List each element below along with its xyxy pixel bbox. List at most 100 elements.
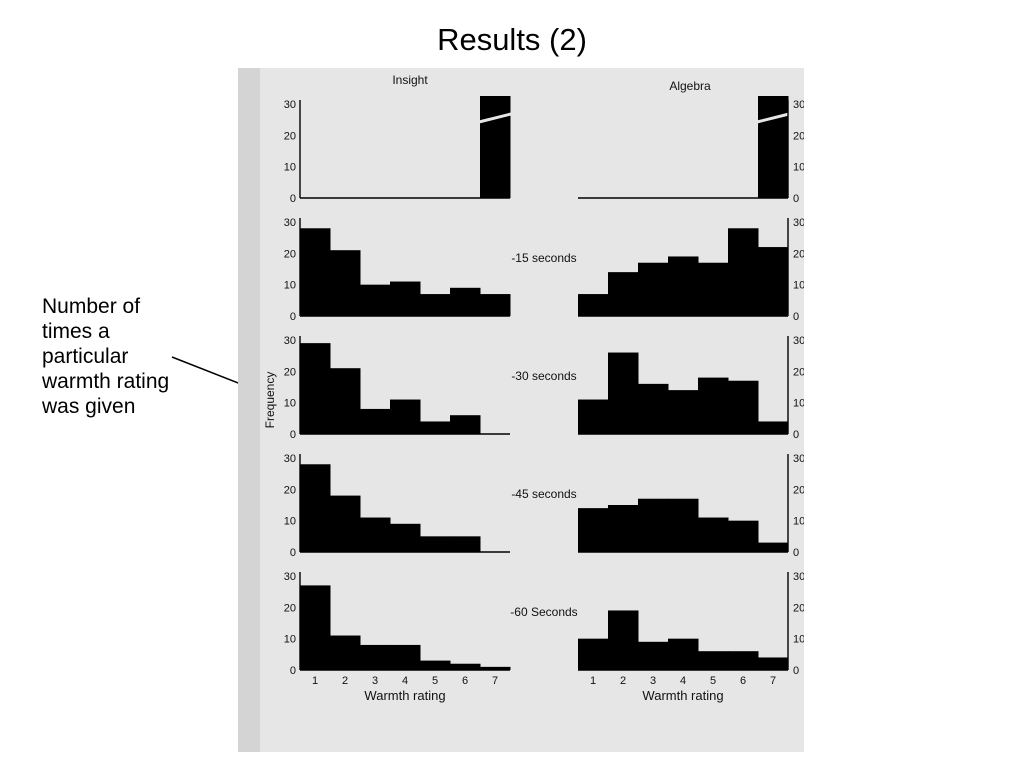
- bar: [450, 536, 481, 552]
- y-tick-label: 0: [793, 665, 799, 677]
- bar: [728, 228, 759, 316]
- y-tick-label: 30: [793, 571, 804, 583]
- y-tick-label: 0: [290, 193, 296, 205]
- bar: [578, 294, 609, 316]
- x-tick-label: 5: [432, 675, 438, 687]
- annotation-line: particular: [42, 345, 129, 368]
- bar: [758, 247, 789, 316]
- bar: [608, 505, 639, 552]
- y-tick-label: 30: [793, 99, 804, 111]
- y-tick-label: 30: [284, 335, 296, 347]
- x-tick-label: 6: [740, 675, 746, 687]
- bar: [698, 262, 729, 316]
- bar: [420, 421, 451, 434]
- annotation-line: warmth rating: [42, 370, 170, 393]
- y-tick-label: 10: [284, 162, 296, 174]
- bar: [480, 96, 511, 198]
- x-tick-label: 2: [342, 675, 348, 687]
- y-tick-label: 0: [793, 429, 799, 441]
- x-axis-label: Warmth rating: [364, 688, 445, 703]
- y-tick-label: 20: [284, 366, 296, 378]
- annotation-line: was given: [42, 395, 136, 418]
- slide-title: Results (2): [437, 22, 587, 57]
- y-tick-label: 20: [284, 248, 296, 260]
- y-tick-label: 0: [290, 547, 296, 559]
- bar: [420, 294, 451, 316]
- y-tick-label: 0: [793, 193, 799, 205]
- x-tick-label: 7: [770, 675, 776, 687]
- bar: [330, 250, 361, 316]
- bar: [698, 377, 729, 434]
- bar: [480, 294, 511, 316]
- y-tick-label: 30: [284, 453, 296, 465]
- bar: [300, 585, 331, 670]
- bar: [330, 635, 361, 670]
- y-tick-label: 20: [284, 602, 296, 614]
- bar: [420, 660, 451, 670]
- y-tick-label: 30: [284, 99, 296, 111]
- x-tick-label: 3: [650, 675, 656, 687]
- y-tick-label: 20: [284, 484, 296, 496]
- bar: [608, 272, 639, 316]
- panel-title: Algebra: [669, 79, 711, 93]
- row-label: -60 Seconds: [510, 605, 577, 619]
- bar: [360, 284, 391, 316]
- bar: [638, 262, 669, 316]
- bar: [390, 523, 421, 552]
- bar: [420, 536, 451, 552]
- y-tick-label: 10: [793, 516, 804, 528]
- bar: [758, 657, 789, 670]
- scan-gutter: [238, 68, 260, 752]
- y-tick-label: 20: [284, 130, 296, 142]
- x-tick-label: 6: [462, 675, 468, 687]
- bar: [758, 542, 789, 552]
- x-tick-label: 7: [492, 675, 498, 687]
- panel-title: Insight: [392, 73, 428, 87]
- bar: [638, 498, 669, 552]
- bar: [578, 638, 609, 670]
- bar: [330, 495, 361, 552]
- bar: [668, 256, 699, 316]
- bar: [728, 651, 759, 670]
- y-tick-label: 0: [290, 429, 296, 441]
- bar: [450, 287, 481, 316]
- bar: [668, 390, 699, 434]
- x-tick-label: 3: [372, 675, 378, 687]
- x-tick-label: 1: [312, 675, 318, 687]
- y-tick-label: 10: [793, 280, 804, 292]
- bar: [450, 663, 481, 670]
- y-tick-label: 20: [793, 484, 804, 496]
- y-tick-label: 0: [290, 665, 296, 677]
- bar: [360, 644, 391, 670]
- annotation-note: Number of times a particular warmth rati…: [42, 294, 222, 419]
- bar: [360, 408, 391, 434]
- y-tick-label: 10: [284, 280, 296, 292]
- x-tick-label: 4: [680, 675, 686, 687]
- bar: [578, 508, 609, 552]
- bar: [300, 228, 331, 316]
- bar: [390, 399, 421, 434]
- y-tick-label: 10: [284, 634, 296, 646]
- bar: [668, 498, 699, 552]
- y-tick-label: 20: [793, 248, 804, 260]
- y-tick-label: 30: [284, 217, 296, 229]
- row-label: -15 seconds: [511, 251, 576, 265]
- scanned-figure: Insight Algebra01020300102030010203001020…: [238, 68, 804, 752]
- y-axis-label: Frequency: [263, 372, 277, 429]
- y-tick-label: 0: [793, 311, 799, 323]
- y-tick-label: 20: [793, 366, 804, 378]
- bar: [480, 666, 511, 670]
- x-tick-label: 1: [590, 675, 596, 687]
- bar: [578, 399, 609, 434]
- row-label: -45 seconds: [511, 487, 576, 501]
- annotation-line: times a: [42, 320, 110, 343]
- bar: [330, 368, 361, 434]
- bar: [608, 610, 639, 670]
- y-tick-label: 30: [793, 217, 804, 229]
- y-tick-label: 10: [793, 398, 804, 410]
- y-tick-label: 10: [793, 634, 804, 646]
- bar: [758, 96, 789, 198]
- bar: [698, 517, 729, 552]
- annotation-line: Number of: [42, 295, 141, 318]
- y-tick-label: 10: [284, 516, 296, 528]
